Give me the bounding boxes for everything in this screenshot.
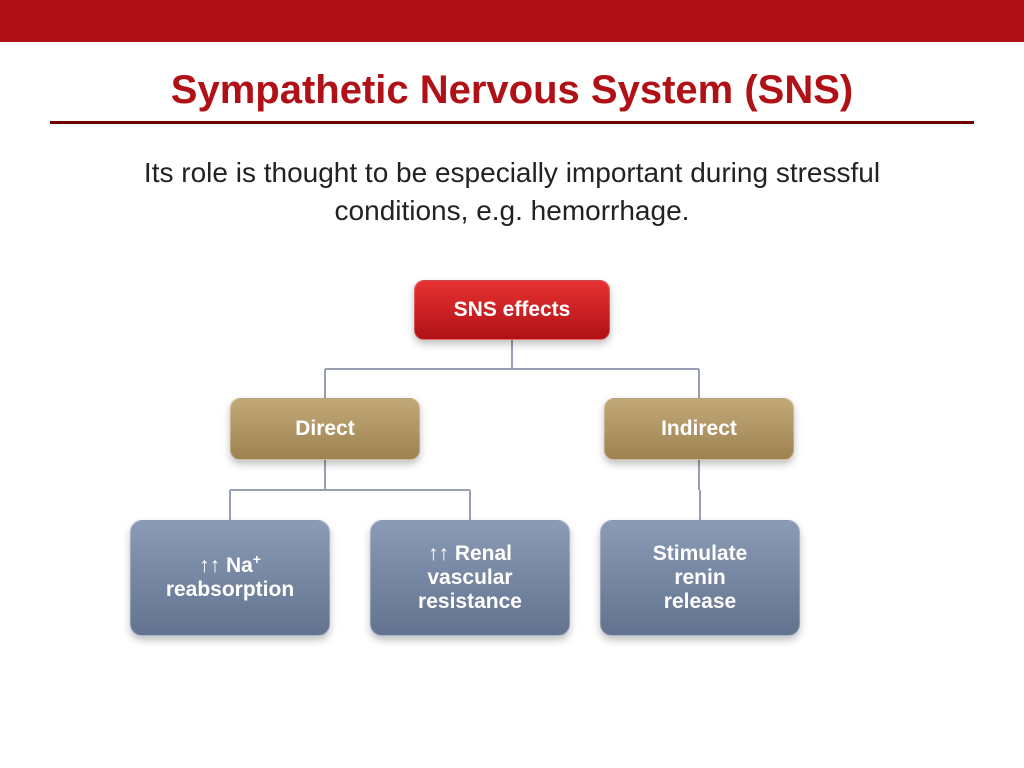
node-root-label: SNS effects bbox=[454, 298, 571, 322]
node-leaf1-label: ↑↑ Na+reabsorption bbox=[166, 554, 294, 602]
page-title: Sympathetic Nervous System (SNS) bbox=[0, 68, 1024, 113]
node-direct: Direct bbox=[230, 398, 420, 460]
node-root: SNS effects bbox=[414, 280, 610, 340]
header-bar bbox=[0, 0, 1024, 42]
node-renal-resistance: ↑↑ Renalvascularresistance bbox=[370, 520, 570, 636]
node-leaf2-label: ↑↑ Renalvascularresistance bbox=[418, 542, 522, 614]
node-leaf3-label: Stimulatereninrelease bbox=[653, 542, 748, 614]
node-na-reabsorption: ↑↑ Na+reabsorption bbox=[130, 520, 330, 636]
node-renin-release: Stimulatereninrelease bbox=[600, 520, 800, 636]
page-subtitle: Its role is thought to be especially imp… bbox=[0, 154, 1024, 230]
node-direct-label: Direct bbox=[295, 417, 355, 441]
title-underline bbox=[50, 121, 974, 124]
node-indirect-label: Indirect bbox=[661, 417, 737, 441]
node-indirect: Indirect bbox=[604, 398, 794, 460]
title-block: Sympathetic Nervous System (SNS) bbox=[0, 68, 1024, 124]
